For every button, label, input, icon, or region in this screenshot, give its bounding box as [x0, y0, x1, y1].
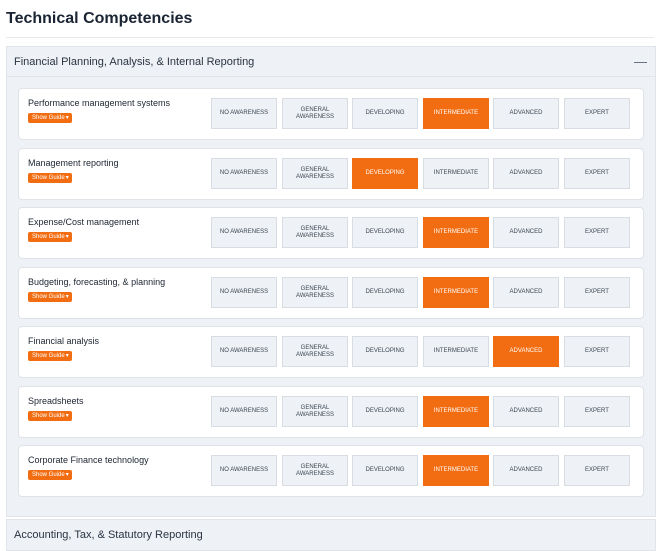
competency-row: Financial analysis Show Guide▾ NO AWARENES…	[18, 326, 644, 378]
show-guide-label: Show Guide	[32, 294, 65, 300]
section-financial-planning: Financial Planning, Analysis, & Internal…	[6, 46, 656, 517]
show-guide-label: Show Guide	[32, 472, 65, 478]
page-title: Technical Competencies	[6, 10, 193, 27]
level-option-no-awareness[interactable]: NO AWARENESS	[211, 217, 277, 248]
competency-row: Management reporting Show Guide▾ NO AWAREN…	[18, 148, 644, 200]
section-header[interactable]: Financial Planning, Analysis, & Internal…	[7, 47, 655, 77]
competency-row: Expense/Cost management Show Guide▾ NO AWA…	[18, 207, 644, 259]
level-option-expert[interactable]: EXPERT	[564, 336, 630, 367]
chevron-down-icon: ▾	[65, 472, 69, 478]
competency-row: Performance management systems Show Guide…	[18, 88, 644, 140]
show-guide-label: Show Guide	[32, 115, 65, 121]
level-option-general-awareness[interactable]: GENERAL AWARENESS	[282, 396, 348, 427]
competency-row: Corporate Finance technology Show Guide▾ N…	[18, 445, 644, 497]
show-guide-button[interactable]: Show Guide▾	[28, 351, 72, 361]
level-option-intermediate[interactable]: INTERMEDIATE	[423, 396, 489, 427]
level-option-general-awareness[interactable]: GENERAL AWARENESS	[282, 455, 348, 486]
chevron-down-icon: ▾	[65, 353, 69, 359]
level-option-advanced[interactable]: ADVANCED	[493, 396, 559, 427]
competency-name: Corporate Finance technology	[28, 455, 149, 465]
show-guide-button[interactable]: Show Guide▾	[28, 292, 72, 302]
level-option-developing[interactable]: DEVELOPING	[352, 98, 418, 129]
level-option-no-awareness[interactable]: NO AWARENESS	[211, 277, 277, 308]
show-guide-button[interactable]: Show Guide▾	[28, 470, 72, 480]
chevron-down-icon: ▾	[65, 234, 69, 240]
competency-row: Spreadsheets Show Guide▾ NO AWARENESS GENER…	[18, 386, 644, 438]
level-option-no-awareness[interactable]: NO AWARENESS	[211, 336, 277, 367]
level-option-advanced[interactable]: ADVANCED	[493, 98, 559, 129]
level-option-developing[interactable]: DEVELOPING	[352, 336, 418, 367]
level-option-general-awareness[interactable]: GENERAL AWARENESS	[282, 336, 348, 367]
level-option-expert[interactable]: EXPERT	[564, 277, 630, 308]
level-option-intermediate[interactable]: INTERMEDIATE	[423, 277, 489, 308]
competency-name: Management reporting	[28, 158, 119, 168]
level-option-advanced[interactable]: ADVANCED	[493, 158, 559, 189]
chevron-down-icon: ▾	[65, 175, 69, 181]
level-option-expert[interactable]: EXPERT	[564, 396, 630, 427]
section-accounting-tax[interactable]: Accounting, Tax, & Statutory Reporting	[6, 519, 656, 551]
level-option-advanced[interactable]: ADVANCED	[493, 217, 559, 248]
show-guide-button[interactable]: Show Guide▾	[28, 232, 72, 242]
show-guide-button[interactable]: Show Guide▾	[28, 173, 72, 183]
show-guide-button[interactable]: Show Guide▾	[28, 113, 72, 123]
level-option-general-awareness[interactable]: GENERAL AWARENESS	[282, 158, 348, 189]
show-guide-button[interactable]: Show Guide▾	[28, 411, 72, 421]
level-option-general-awareness[interactable]: GENERAL AWARENESS	[282, 277, 348, 308]
competency-name: Financial analysis	[28, 336, 100, 346]
section-title: Accounting, Tax, & Statutory Reporting	[14, 528, 203, 541]
chevron-down-icon: ▾	[65, 294, 69, 300]
competency-name: Expense/Cost management	[28, 217, 140, 227]
competency-name: Budgeting, forecasting, & planning	[28, 277, 166, 287]
section-header[interactable]: Accounting, Tax, & Statutory Reporting	[7, 520, 655, 549]
level-option-advanced[interactable]: ADVANCED	[493, 455, 559, 486]
show-guide-label: Show Guide	[32, 234, 65, 240]
level-option-general-awareness[interactable]: GENERAL AWARENESS	[282, 98, 348, 129]
chevron-down-icon: ▾	[65, 413, 69, 419]
level-option-intermediate[interactable]: INTERMEDIATE	[423, 158, 489, 189]
show-guide-label: Show Guide	[32, 353, 65, 359]
level-option-intermediate[interactable]: INTERMEDIATE	[423, 455, 489, 486]
show-guide-label: Show Guide	[32, 413, 65, 419]
level-option-no-awareness[interactable]: NO AWARENESS	[211, 455, 277, 486]
competency-name: Spreadsheets	[28, 396, 84, 406]
level-option-intermediate[interactable]: INTERMEDIATE	[423, 336, 489, 367]
chevron-down-icon: ▾	[65, 115, 69, 121]
level-option-general-awareness[interactable]: GENERAL AWARENESS	[282, 217, 348, 248]
level-option-advanced[interactable]: ADVANCED	[493, 336, 559, 367]
level-option-expert[interactable]: EXPERT	[564, 98, 630, 129]
level-option-intermediate[interactable]: INTERMEDIATE	[423, 217, 489, 248]
show-guide-label: Show Guide	[32, 175, 65, 181]
level-option-developing[interactable]: DEVELOPING	[352, 277, 418, 308]
level-option-advanced[interactable]: ADVANCED	[493, 277, 559, 308]
level-option-expert[interactable]: EXPERT	[564, 455, 630, 486]
level-option-no-awareness[interactable]: NO AWARENESS	[211, 158, 277, 189]
section-title: Financial Planning, Analysis, & Internal…	[14, 55, 255, 68]
minus-icon[interactable]: —	[634, 54, 647, 69]
level-option-developing[interactable]: DEVELOPING	[352, 158, 418, 189]
level-option-no-awareness[interactable]: NO AWARENESS	[211, 98, 277, 129]
competency-row: Budgeting, forecasting, & planning Show G…	[18, 267, 644, 319]
title-divider	[6, 37, 654, 38]
level-option-expert[interactable]: EXPERT	[564, 158, 630, 189]
level-option-developing[interactable]: DEVELOPING	[352, 217, 418, 248]
level-option-intermediate[interactable]: INTERMEDIATE	[423, 98, 489, 129]
level-option-expert[interactable]: EXPERT	[564, 217, 630, 248]
level-option-no-awareness[interactable]: NO AWARENESS	[211, 396, 277, 427]
level-option-developing[interactable]: DEVELOPING	[352, 396, 418, 427]
competency-name: Performance management systems	[28, 98, 171, 108]
level-option-developing[interactable]: DEVELOPING	[352, 455, 418, 486]
